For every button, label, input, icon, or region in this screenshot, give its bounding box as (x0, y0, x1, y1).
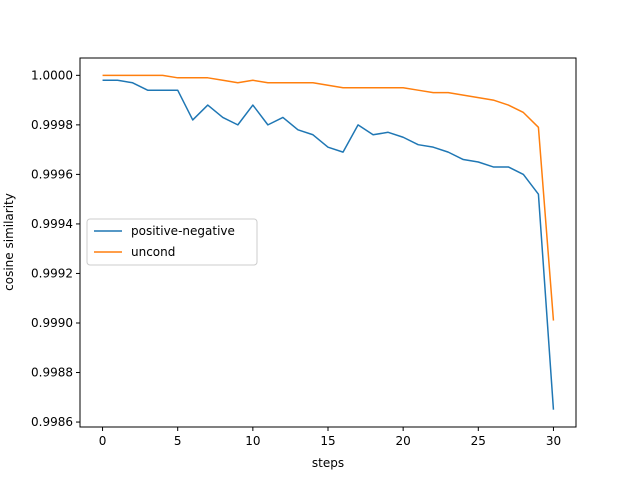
plot-lines (102, 74, 555, 410)
legend-box (86, 218, 258, 266)
series-line-positive-negative (102, 79, 555, 410)
legend-label: uncond (131, 245, 175, 259)
y-tick-label: 0.9998 (31, 118, 73, 132)
x-axis-ticks: 0 5 10 15 20 25 30 (99, 427, 561, 448)
x-tick-label: 25 (471, 434, 486, 448)
y-axis-ticks: 0.9986 0.9988 0.9990 0.9992 0.9994 0.9996 0.99… (31, 68, 80, 429)
y-tick-label: 0.9990 (31, 316, 73, 330)
series-line-uncond (102, 74, 555, 321)
x-tick-label: 5 (174, 434, 182, 448)
x-tick-label: 10 (245, 434, 260, 448)
y-axis-label: cosine similarity (2, 193, 16, 291)
y-tick-label: 0.9992 (31, 266, 73, 280)
x-tick-label: 0 (99, 434, 107, 448)
y-tick-label: 0.9996 (31, 167, 73, 181)
y-tick-label: 0.9988 (31, 366, 73, 380)
x-tick-label: 15 (320, 434, 335, 448)
y-tick-label: 1.0000 (31, 68, 73, 82)
x-tick-label: 30 (546, 434, 561, 448)
x-tick-label: 20 (396, 434, 411, 448)
x-axis-label: steps (312, 456, 344, 470)
legend-label: positive-negative (131, 224, 235, 238)
legend: positive-negative uncond (86, 218, 258, 266)
y-tick-label: 0.9994 (31, 217, 73, 231)
y-tick-label: 0.9986 (31, 415, 73, 429)
